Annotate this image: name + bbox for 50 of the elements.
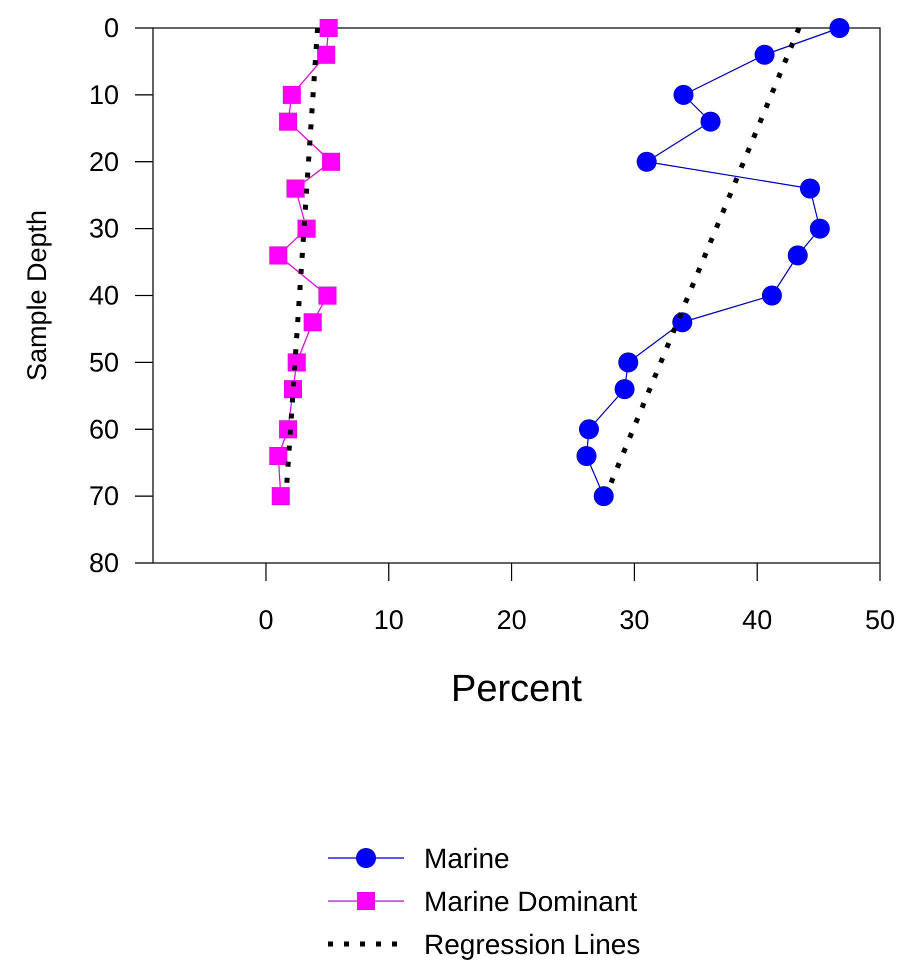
point (284, 380, 302, 398)
point (269, 447, 288, 465)
point (614, 379, 635, 400)
y-tick-label: 40 (88, 280, 119, 310)
x-tick-label: 30 (619, 605, 650, 635)
point (269, 246, 288, 264)
point (288, 353, 306, 372)
point (298, 220, 316, 238)
y-tick-label: 10 (88, 80, 119, 110)
point (320, 19, 338, 37)
point (788, 245, 808, 266)
point (674, 84, 694, 105)
x-tick-label: 10 (374, 605, 404, 635)
point (594, 486, 614, 506)
point (636, 152, 657, 172)
y-tick-label: 20 (88, 146, 119, 177)
point (810, 218, 830, 239)
x-tick-label: 0 (258, 605, 274, 635)
y-axis-title: Sample Depth (22, 210, 52, 382)
point (279, 420, 298, 438)
legend-label: Regression Lines (424, 929, 640, 960)
y-tick-label: 80 (88, 548, 119, 578)
point (578, 419, 599, 440)
x-tick-label: 20 (496, 605, 527, 635)
point (754, 44, 775, 65)
point (286, 180, 304, 198)
point (700, 112, 721, 132)
x-axis-title: Percent (451, 668, 582, 710)
point (282, 86, 301, 104)
legend-label: Marine (424, 843, 510, 874)
point (304, 313, 322, 332)
point (272, 487, 290, 506)
y-tick-label: 30 (88, 214, 119, 244)
point (317, 46, 336, 64)
point (322, 152, 340, 171)
legend-label: Marine Dominant (424, 886, 638, 917)
x-tick-label: 40 (742, 605, 772, 635)
point (762, 286, 782, 306)
point (618, 352, 638, 372)
y-tick-label: 70 (88, 481, 119, 512)
point (672, 312, 692, 332)
point (279, 112, 298, 131)
point (576, 446, 596, 466)
point (800, 178, 820, 198)
x-tick-label: 50 (864, 605, 896, 635)
y-tick-label: 0 (104, 13, 119, 43)
point (829, 18, 850, 38)
y-tick-label: 60 (88, 414, 119, 444)
y-tick-label: 50 (88, 347, 119, 378)
point (318, 286, 336, 304)
